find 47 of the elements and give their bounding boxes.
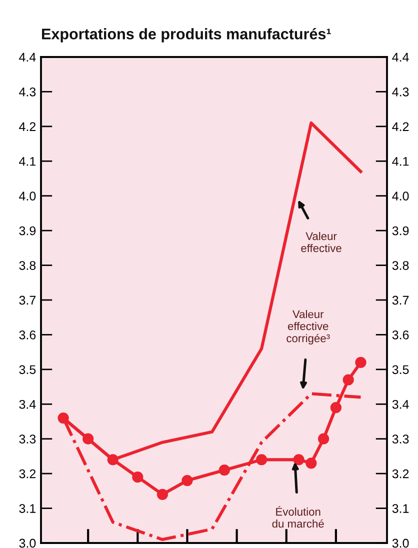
y-tick-label: 3.0: [19, 538, 36, 548]
point: [156, 488, 168, 500]
annotation: Valeur effective: [301, 232, 342, 252]
y-tick-label: 3.9: [19, 226, 36, 236]
y2-tick-label: 3.5: [392, 365, 409, 374]
point: [256, 454, 268, 466]
y2-tick-label: 4.0: [392, 192, 409, 201]
point: [182, 474, 193, 486]
point: [218, 464, 230, 476]
y2-tick-label: 3.3: [392, 434, 409, 444]
y-tick-label: 4.3: [19, 88, 36, 96]
point: [306, 458, 317, 469]
point: [355, 356, 366, 368]
y2-tick-label: 4.3: [392, 88, 409, 96]
point: [132, 471, 144, 483]
point: [318, 433, 330, 444]
y-tick-label: 4.0: [19, 192, 36, 201]
y-tick-label: 3.7: [19, 296, 36, 305]
point: [107, 454, 118, 466]
point: [82, 433, 94, 444]
y-tick-label: 3.3: [19, 434, 36, 444]
annotation: Valeur effective corrigée³: [286, 310, 330, 344]
annotation: Évolution du marché: [272, 506, 324, 528]
y2-tick-label: 3.1: [392, 504, 409, 513]
y-tick-label: 3.1: [19, 504, 36, 513]
y2-tick-label: 4.4: [392, 52, 409, 62]
y2-tick-label: 4.2: [392, 122, 409, 131]
chart-title: Exportations de produits manufacturés¹: [42, 28, 331, 42]
y2-tick-label: 3.8: [392, 261, 409, 270]
y-tick-label: 3.8: [19, 261, 36, 270]
y2-tick-label: 3.7: [392, 296, 409, 305]
y-tick-label: 4.2: [19, 122, 36, 131]
y-tick-label: 3.2: [19, 469, 36, 478]
y2-tick-label: 4.1: [392, 157, 409, 166]
y-tick-label: 4.4: [19, 52, 36, 62]
point: [293, 454, 304, 466]
point: [330, 402, 342, 414]
y2-tick-label: 3.0: [392, 538, 409, 548]
y2-tick-label: 3.9: [392, 226, 409, 236]
y2-tick-label: 3.2: [392, 469, 409, 478]
y-tick-label: 3.4: [19, 400, 36, 409]
y2-tick-label: 3.6: [392, 330, 409, 340]
y-tick-label: 4.1: [19, 157, 36, 166]
y2-tick-label: 3.4: [392, 400, 409, 409]
y-tick-label: 3.6: [19, 330, 36, 340]
y-tick-label: 3.5: [19, 365, 36, 374]
point: [342, 374, 354, 386]
